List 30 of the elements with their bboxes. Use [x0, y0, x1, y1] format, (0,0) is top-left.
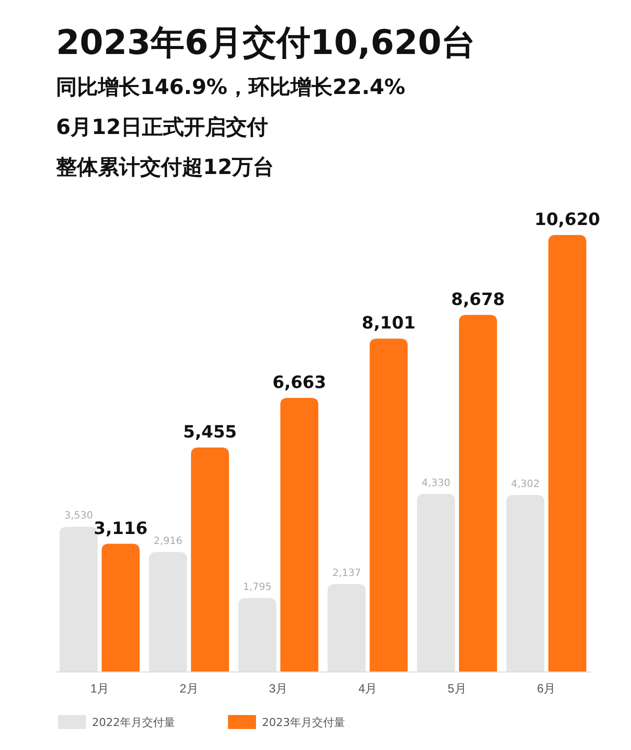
data-label: 4,330	[422, 478, 450, 489]
data-label: 3,116	[94, 518, 148, 539]
bar	[370, 338, 408, 672]
legend-label: 2023年月交付量	[262, 716, 345, 729]
text: 整体累计交付超12万台	[55, 155, 274, 179]
data-label: 2,137	[332, 568, 361, 580]
data-label: 3,530	[64, 510, 93, 522]
x-tick-label: 4月	[358, 682, 378, 696]
x-tick-label: 6月	[536, 682, 556, 696]
legend-label: 2022年月交付量	[92, 716, 175, 729]
data-label: 6,663	[272, 372, 326, 393]
text: 6月12日正式开启交付	[56, 115, 268, 139]
x-tick-label: 1月	[90, 682, 110, 696]
x-tick-label: 5月	[448, 682, 466, 696]
data-label: 4,302	[511, 478, 540, 490]
chart-subtitle: 同比增长146.9%，环比增长22.4%	[56, 75, 406, 99]
data-label: 2,916	[154, 536, 182, 548]
x-tick-label: 3月	[268, 682, 288, 696]
data-label: 10,620	[534, 210, 600, 230]
x-tick-label: 2月	[180, 682, 198, 696]
bar	[548, 235, 586, 672]
bar	[280, 398, 318, 672]
chart-title: 2023年6月交付10,620台	[56, 23, 476, 63]
bar	[102, 544, 140, 672]
data-label: 8,101	[362, 314, 416, 334]
bar	[459, 314, 497, 672]
data-label: 5,455	[183, 422, 237, 443]
bar	[191, 448, 229, 672]
data-label: 1,795	[243, 582, 272, 594]
data-label: 8,678	[451, 290, 505, 310]
